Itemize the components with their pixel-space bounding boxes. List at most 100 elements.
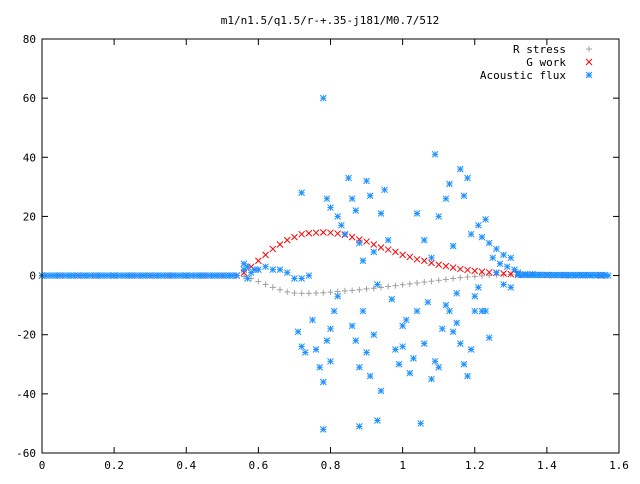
data-point — [417, 420, 425, 427]
data-point — [294, 328, 302, 336]
data-point — [601, 271, 608, 279]
data-point — [359, 307, 367, 315]
data-point — [370, 248, 378, 256]
data-point — [385, 283, 392, 290]
data-point — [482, 307, 489, 315]
data-point — [301, 349, 309, 356]
data-point — [320, 289, 327, 296]
data-point — [366, 372, 374, 380]
data-point — [284, 288, 291, 295]
data-point — [319, 229, 327, 236]
data-point — [442, 301, 450, 309]
data-point — [496, 260, 504, 268]
data-point — [309, 316, 316, 324]
data-point — [511, 266, 518, 274]
data-point — [482, 216, 489, 223]
data-point — [420, 236, 428, 244]
data-point — [255, 257, 262, 265]
y-tick-label: 40 — [23, 151, 36, 164]
data-point — [485, 268, 493, 276]
data-point — [464, 266, 471, 274]
data-point — [276, 266, 284, 274]
data-point — [334, 230, 342, 237]
data-point — [305, 229, 313, 237]
data-point — [363, 285, 370, 292]
data-point — [319, 425, 327, 433]
legend-label: R stress — [513, 43, 566, 56]
data-point — [356, 286, 363, 293]
data-point — [435, 277, 442, 284]
data-point — [327, 325, 334, 333]
data-point — [406, 369, 414, 377]
data-point — [305, 272, 313, 279]
y-tick-label: 80 — [23, 33, 36, 46]
data-point — [428, 278, 435, 285]
data-point — [420, 257, 428, 265]
data-point — [352, 337, 360, 344]
data-point — [399, 281, 406, 288]
data-point — [471, 267, 479, 275]
x-tick-label: 0.8 — [321, 459, 341, 472]
data-point — [424, 298, 432, 306]
data-point — [370, 241, 378, 248]
data-point — [348, 322, 356, 330]
data-point — [374, 281, 381, 288]
data-point — [406, 253, 414, 261]
data-point — [467, 346, 475, 353]
data-point — [276, 241, 284, 248]
data-point — [471, 292, 479, 300]
data-point — [475, 221, 482, 229]
data-point — [327, 357, 334, 365]
y-tick-label: 60 — [23, 92, 36, 105]
data-point — [399, 251, 406, 259]
data-point — [355, 423, 363, 430]
data-point — [485, 334, 493, 342]
x-tick-label: 0 — [39, 459, 46, 472]
x-tick-label: 0.6 — [248, 459, 268, 472]
data-point — [277, 286, 284, 293]
data-point — [442, 262, 450, 270]
data-point — [298, 275, 306, 282]
data-point — [348, 195, 356, 203]
data-point — [467, 230, 475, 238]
data-point — [262, 263, 269, 271]
data-point — [334, 213, 342, 220]
data-point — [370, 285, 377, 292]
data-point — [337, 221, 345, 229]
data-point — [366, 192, 374, 200]
data-point — [500, 271, 507, 278]
data-point — [381, 186, 388, 194]
data-point — [464, 372, 471, 380]
x-tick-label: 1.4 — [537, 459, 557, 472]
data-point — [388, 295, 396, 303]
data-point — [345, 174, 352, 182]
data-point — [359, 257, 367, 265]
data-point — [341, 287, 348, 294]
ticks-layer: 0 0.2 0.4 0.6 0.8 1 1.2 1.4 1.6 -60 -40 -20 0 20 40 60 8… — [16, 33, 629, 472]
data-point — [355, 363, 363, 371]
data-point — [341, 230, 349, 238]
data-point — [413, 210, 421, 217]
data-point — [475, 284, 482, 291]
y-tick-label: 20 — [23, 210, 36, 223]
data-point — [262, 251, 269, 259]
data-point — [298, 189, 306, 197]
data-point — [486, 272, 493, 279]
data-point — [269, 266, 277, 274]
y-tick-label: 0 — [29, 270, 36, 283]
data-point — [478, 272, 485, 279]
data-point — [312, 229, 320, 237]
data-point — [363, 238, 370, 245]
x-tick-label: 1.6 — [609, 459, 629, 472]
data-point — [399, 343, 406, 350]
x-tick-label: 0.4 — [176, 459, 196, 472]
data-point — [316, 363, 324, 371]
data-point — [503, 263, 511, 271]
data-point — [460, 192, 468, 200]
data-point — [456, 165, 464, 173]
data-point — [392, 248, 399, 256]
chart-title: m1/n1.5/q1.5/r-+.35-j181/M0.7/512 — [221, 14, 440, 27]
data-point — [421, 279, 428, 286]
